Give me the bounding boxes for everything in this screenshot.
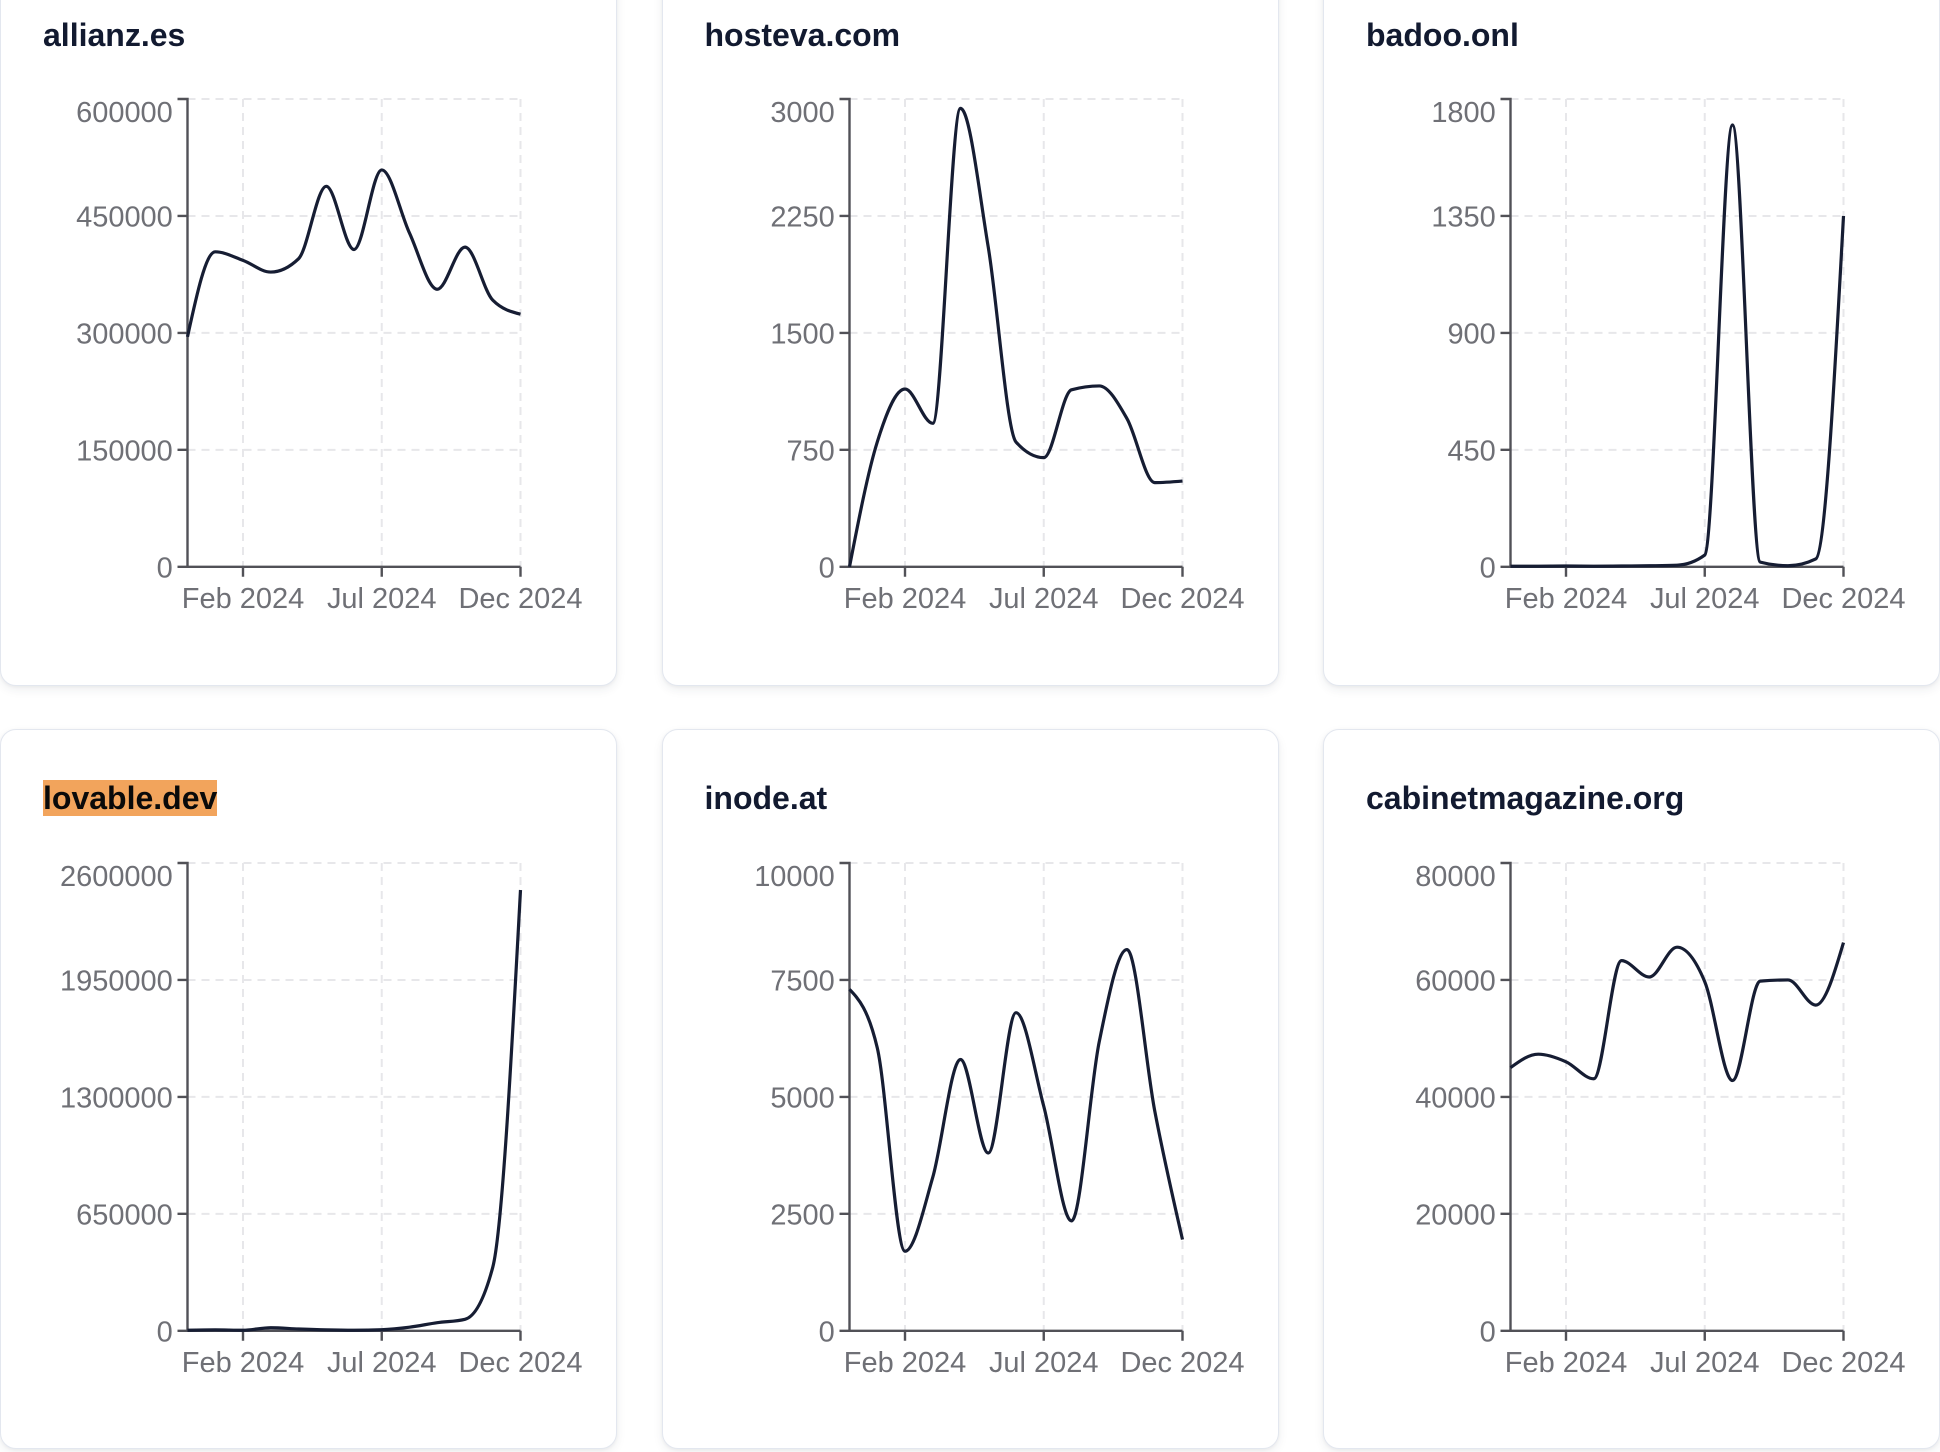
svg-text:20000: 20000 xyxy=(1415,1199,1496,1231)
svg-text:0: 0 xyxy=(157,1316,173,1348)
svg-text:Jul 2024: Jul 2024 xyxy=(1650,583,1760,615)
svg-text:Dec 2024: Dec 2024 xyxy=(1120,583,1244,615)
svg-text:300000: 300000 xyxy=(76,318,173,350)
svg-text:0: 0 xyxy=(1480,1316,1496,1348)
svg-text:650000: 650000 xyxy=(76,1199,173,1231)
svg-text:Dec 2024: Dec 2024 xyxy=(1781,1346,1905,1378)
svg-text:600000: 600000 xyxy=(76,97,173,129)
svg-text:60000: 60000 xyxy=(1415,965,1496,997)
svg-text:2250: 2250 xyxy=(770,202,834,234)
svg-text:40000: 40000 xyxy=(1415,1082,1496,1114)
svg-text:10000: 10000 xyxy=(754,860,835,892)
svg-text:Dec 2024: Dec 2024 xyxy=(458,583,582,615)
svg-text:2500: 2500 xyxy=(770,1199,834,1231)
svg-text:Dec 2024: Dec 2024 xyxy=(1781,583,1905,615)
svg-text:900: 900 xyxy=(1447,318,1495,350)
svg-text:7500: 7500 xyxy=(770,965,834,997)
svg-text:0: 0 xyxy=(818,552,834,584)
svg-text:450: 450 xyxy=(1447,435,1495,467)
svg-text:150000: 150000 xyxy=(76,435,173,467)
svg-text:Feb 2024: Feb 2024 xyxy=(182,1346,304,1378)
svg-text:Feb 2024: Feb 2024 xyxy=(1505,583,1627,615)
svg-text:5000: 5000 xyxy=(770,1082,834,1114)
svg-text:0: 0 xyxy=(157,552,173,584)
svg-text:Feb 2024: Feb 2024 xyxy=(843,583,965,615)
svg-text:80000: 80000 xyxy=(1415,860,1496,892)
svg-text:Jul 2024: Jul 2024 xyxy=(327,583,437,615)
svg-text:1800: 1800 xyxy=(1431,97,1495,129)
svg-text:Jul 2024: Jul 2024 xyxy=(988,1346,1098,1378)
svg-text:Feb 2024: Feb 2024 xyxy=(182,583,304,615)
svg-text:Feb 2024: Feb 2024 xyxy=(1505,1346,1627,1378)
svg-text:450000: 450000 xyxy=(76,202,173,234)
svg-text:0: 0 xyxy=(818,1316,834,1348)
svg-text:3000: 3000 xyxy=(770,97,834,129)
svg-text:2600000: 2600000 xyxy=(60,860,173,892)
svg-text:Feb 2024: Feb 2024 xyxy=(843,1346,965,1378)
svg-text:1950000: 1950000 xyxy=(60,965,173,997)
svg-text:1300000: 1300000 xyxy=(60,1082,173,1114)
svg-text:1350: 1350 xyxy=(1431,202,1495,234)
svg-text:Jul 2024: Jul 2024 xyxy=(1650,1346,1760,1378)
svg-text:Dec 2024: Dec 2024 xyxy=(1120,1346,1244,1378)
svg-text:0: 0 xyxy=(1480,552,1496,584)
svg-text:750: 750 xyxy=(786,435,834,467)
svg-text:Jul 2024: Jul 2024 xyxy=(327,1346,437,1378)
svg-text:1500: 1500 xyxy=(770,318,834,350)
svg-text:Dec 2024: Dec 2024 xyxy=(458,1346,582,1378)
svg-text:Jul 2024: Jul 2024 xyxy=(988,583,1098,615)
